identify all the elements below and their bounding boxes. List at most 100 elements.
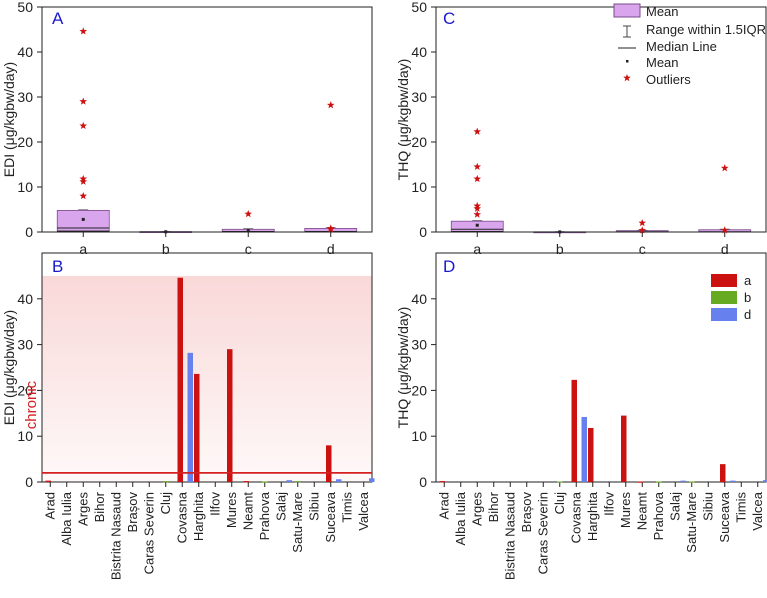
- bar-a: [194, 373, 200, 482]
- panel-c: 0 10 20 30 40 50 THQ (μg/kgbw/day) Ca b c d Mean Ran…: [395, 0, 767, 257]
- x-tick-label: Neamt: [634, 492, 649, 531]
- plot-frame: [41, 6, 373, 233]
- x-tick-label: Harghita: [585, 491, 600, 541]
- y-tick-label: 20: [411, 134, 427, 150]
- bar-a: [227, 349, 233, 482]
- y-axis-label: THQ (μg/kgbw/day): [395, 307, 411, 429]
- x-tick-label: Arad: [42, 492, 57, 519]
- x-tick-label: Bistrita Nasaud: [502, 492, 517, 580]
- legend-label: b: [744, 290, 751, 305]
- mean-marker: [164, 230, 168, 234]
- x-tick-label: Cluj: [158, 492, 173, 515]
- legend-swatch-d: [711, 308, 737, 321]
- x-tick-label: Satu-Mare: [684, 492, 699, 553]
- outlier-point: [79, 121, 88, 130]
- legend-box-swatch: [613, 3, 641, 18]
- x-tick-label: c: [639, 241, 646, 257]
- x-tick-label: Bistrita Nasaud: [108, 492, 123, 580]
- bar-b: [295, 481, 301, 483]
- outlier-point: [473, 204, 482, 212]
- y-axis-label: EDI (μg/kgbw/day): [1, 62, 17, 177]
- x-tick-label: Sibiu: [306, 492, 321, 521]
- x-tick-label: Ilfov: [601, 492, 616, 516]
- outlier-point: [79, 97, 88, 105]
- legend-label: Mean: [646, 55, 679, 70]
- y-tick-label: 20: [17, 134, 33, 150]
- x-tick-label: Arges: [469, 492, 484, 526]
- outlier-point: [79, 192, 88, 200]
- chronic-shaded-region: [42, 275, 372, 482]
- bar-d: [581, 416, 587, 482]
- plot-frame: [435, 252, 767, 483]
- bar-b: [656, 481, 662, 483]
- outlier-point: [720, 164, 729, 172]
- legend-label: Outliers: [646, 72, 691, 87]
- bar-d: [680, 480, 686, 482]
- bar-a: [637, 481, 643, 483]
- y-tick-label: 10: [411, 179, 427, 195]
- y-tick-label: 10: [17, 179, 33, 195]
- y-tick-label: 40: [17, 44, 33, 60]
- x-tick-label: Alba Iulia: [453, 491, 468, 545]
- outlier-point: [244, 210, 253, 218]
- x-tick-label: a: [473, 241, 481, 257]
- outlier-point: [326, 101, 335, 109]
- outlier-point: [326, 225, 335, 233]
- x-tick-label: Valcea: [750, 491, 765, 531]
- x-tick-label: Prahova: [651, 491, 666, 540]
- legend-label: d: [744, 307, 751, 322]
- y-tick-label: 0: [25, 474, 33, 490]
- bar-a: [326, 445, 332, 482]
- legend-label: Median Line: [646, 39, 717, 54]
- legend-mean-swatch: [626, 60, 629, 63]
- bar-d: [187, 352, 193, 482]
- x-tick-label: Timis: [339, 492, 354, 523]
- x-tick-label: b: [162, 241, 170, 257]
- plot-frame: [41, 252, 373, 483]
- legend-swatch-b: [711, 291, 737, 304]
- bar-b: [262, 481, 268, 483]
- outlier-point: [638, 219, 647, 227]
- x-tick-label: Bihor: [486, 491, 501, 522]
- legend: abd: [711, 273, 752, 322]
- bar-b: [689, 481, 695, 483]
- x-tick-label: Sibiu: [700, 492, 715, 521]
- x-tick-label: Prahova: [257, 491, 272, 540]
- outlier-point: [473, 162, 482, 170]
- outlier-point: [473, 174, 482, 183]
- mean-marker: [475, 223, 479, 227]
- y-tick-label: 30: [411, 89, 427, 105]
- y-tick-label: 0: [25, 224, 33, 240]
- mean-marker: [246, 229, 250, 233]
- y-tick-label: 40: [411, 291, 427, 307]
- outlier-point: [79, 177, 88, 185]
- mean-marker: [558, 230, 562, 234]
- x-tick-label: Suceava: [717, 491, 732, 542]
- outlier-point: [473, 127, 482, 135]
- bar-a: [45, 480, 51, 482]
- bar-a: [720, 464, 726, 482]
- y-tick-label: 40: [17, 291, 33, 307]
- x-tick-label: Mures: [224, 492, 239, 529]
- x-tick-label: Salaj: [667, 492, 682, 521]
- y-axis-label: EDI (μg/kgbw/day): [1, 310, 17, 425]
- outlier-point: [79, 27, 88, 35]
- x-tick-label: Caras Severin: [141, 492, 156, 574]
- panel-letter: B: [52, 257, 63, 276]
- bar-d: [763, 480, 767, 482]
- x-tick-label: Ilfov: [207, 492, 222, 516]
- bar-d: [730, 480, 736, 482]
- panel-a: 0 10 20 30 40 50 EDI (μg/kgbw/day) Aa b c d: [1, 0, 373, 257]
- y-tick-label: 30: [17, 89, 33, 105]
- x-tick-label: Bihor: [92, 491, 107, 522]
- y-tick-label: 30: [411, 337, 427, 353]
- x-tick-label: d: [721, 241, 729, 257]
- panel-letter: D: [443, 257, 455, 276]
- x-tick-label: Neamt: [240, 492, 255, 531]
- bar-a: [621, 415, 627, 482]
